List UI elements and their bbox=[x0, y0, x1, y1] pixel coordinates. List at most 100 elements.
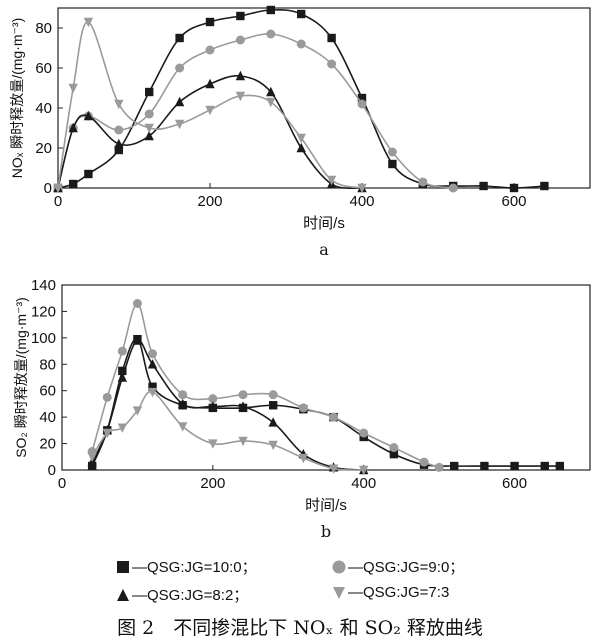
data-point bbox=[480, 461, 489, 471]
data-point bbox=[389, 449, 399, 459]
legend-label: —QSG:JG=10:0； bbox=[132, 559, 257, 576]
data-point bbox=[102, 428, 112, 439]
data-point bbox=[266, 97, 276, 108]
data-point bbox=[450, 461, 459, 471]
legend-item: —QSG:JG=8:2； bbox=[116, 584, 248, 605]
x-axis-label: 时间/s bbox=[303, 215, 345, 232]
data-point bbox=[236, 11, 245, 21]
data-point bbox=[114, 125, 124, 135]
legend-marker-triangle-down bbox=[333, 586, 345, 599]
data-point bbox=[540, 461, 549, 471]
series-line bbox=[57, 74, 363, 190]
legend-marker-triangle-up bbox=[117, 588, 129, 601]
figure-caption: 图 2 不同掺混比下 NOₓ 和 SO₂ 释放曲线 bbox=[117, 617, 483, 639]
y-axis-label: NOₓ 瞬时释放量/(mg·m⁻³) bbox=[9, 18, 25, 179]
data-point bbox=[297, 9, 306, 19]
data-point bbox=[269, 401, 278, 410]
data-point bbox=[83, 17, 94, 28]
data-point bbox=[102, 392, 112, 402]
plot-frame bbox=[57, 7, 591, 189]
data-point bbox=[357, 93, 367, 103]
data-point bbox=[235, 35, 245, 45]
series-square bbox=[53, 5, 549, 193]
data-point bbox=[298, 403, 308, 413]
x-tick-label: 0 bbox=[58, 475, 66, 492]
x-tick-label: 0 bbox=[54, 193, 62, 210]
data-point bbox=[177, 422, 188, 432]
y-tick-label: 60 bbox=[35, 60, 52, 77]
data-point bbox=[266, 86, 276, 97]
data-point bbox=[208, 439, 218, 449]
y-tick-label: 80 bbox=[35, 20, 52, 37]
data-point bbox=[238, 436, 248, 447]
y-axis-label: SO₂ 瞬时释放量/(mg·m⁻³) bbox=[13, 297, 29, 458]
data-point bbox=[144, 130, 154, 141]
data-point bbox=[114, 145, 123, 155]
y-tick-label: 100 bbox=[31, 330, 56, 347]
y-tick-label: 40 bbox=[35, 100, 52, 117]
y-tick-label: 20 bbox=[35, 140, 52, 157]
data-point bbox=[268, 440, 278, 451]
data-point bbox=[359, 428, 369, 438]
data-point bbox=[205, 17, 215, 27]
data-point bbox=[208, 394, 218, 404]
data-point bbox=[117, 346, 127, 356]
series-circle bbox=[87, 299, 444, 472]
x-tick-label: 600 bbox=[502, 475, 527, 492]
y-tick-label: 0 bbox=[44, 180, 52, 197]
data-point bbox=[178, 390, 188, 400]
data-point bbox=[296, 133, 306, 144]
data-point bbox=[418, 177, 428, 187]
data-point bbox=[68, 83, 78, 94]
legend-item: —QSG:JG=7:3 bbox=[332, 584, 449, 601]
data-point bbox=[175, 33, 184, 43]
plot-frame bbox=[61, 284, 591, 471]
series-circle bbox=[53, 29, 458, 193]
data-point bbox=[208, 401, 218, 411]
series-line bbox=[57, 9, 545, 189]
data-point bbox=[205, 78, 215, 89]
series-square bbox=[87, 334, 565, 471]
data-point bbox=[509, 183, 519, 193]
data-point bbox=[479, 181, 488, 191]
series-line bbox=[91, 339, 364, 471]
data-point bbox=[448, 183, 458, 193]
series-triangle-down bbox=[87, 387, 369, 476]
data-point bbox=[326, 175, 337, 186]
series-line bbox=[91, 391, 364, 471]
data-point bbox=[388, 159, 397, 169]
data-point bbox=[118, 366, 127, 376]
series-triangle-up bbox=[53, 70, 367, 193]
data-point bbox=[329, 412, 339, 422]
data-point bbox=[434, 462, 444, 472]
legend-marker-square bbox=[117, 560, 129, 573]
data-point bbox=[205, 105, 215, 116]
data-point bbox=[238, 390, 248, 400]
series-triangle-up bbox=[87, 335, 369, 475]
data-point bbox=[419, 457, 429, 467]
legend-item: —QSG:JG=10:0； bbox=[116, 556, 257, 577]
data-point bbox=[132, 299, 142, 308]
data-point bbox=[298, 453, 309, 464]
panel-label: b bbox=[321, 522, 331, 541]
data-point bbox=[148, 382, 157, 391]
data-point bbox=[132, 335, 143, 345]
data-point bbox=[117, 372, 128, 382]
y-tick-label: 20 bbox=[39, 436, 56, 453]
data-point bbox=[359, 465, 369, 476]
y-tick-label: 0 bbox=[48, 462, 56, 479]
data-point bbox=[114, 138, 124, 149]
data-point bbox=[389, 443, 399, 453]
data-point bbox=[148, 349, 158, 359]
legend-label: —QSG:JG=8:2； bbox=[132, 587, 249, 604]
data-point bbox=[84, 169, 93, 179]
data-point bbox=[235, 91, 246, 102]
data-point bbox=[68, 122, 78, 133]
y-tick-label: 140 bbox=[31, 277, 56, 294]
data-point bbox=[145, 87, 154, 97]
data-point bbox=[328, 464, 339, 474]
data-point bbox=[174, 119, 185, 130]
legend-label: —QSG:JG=9:0； bbox=[348, 559, 465, 576]
data-point bbox=[69, 179, 78, 189]
data-point bbox=[114, 99, 124, 110]
